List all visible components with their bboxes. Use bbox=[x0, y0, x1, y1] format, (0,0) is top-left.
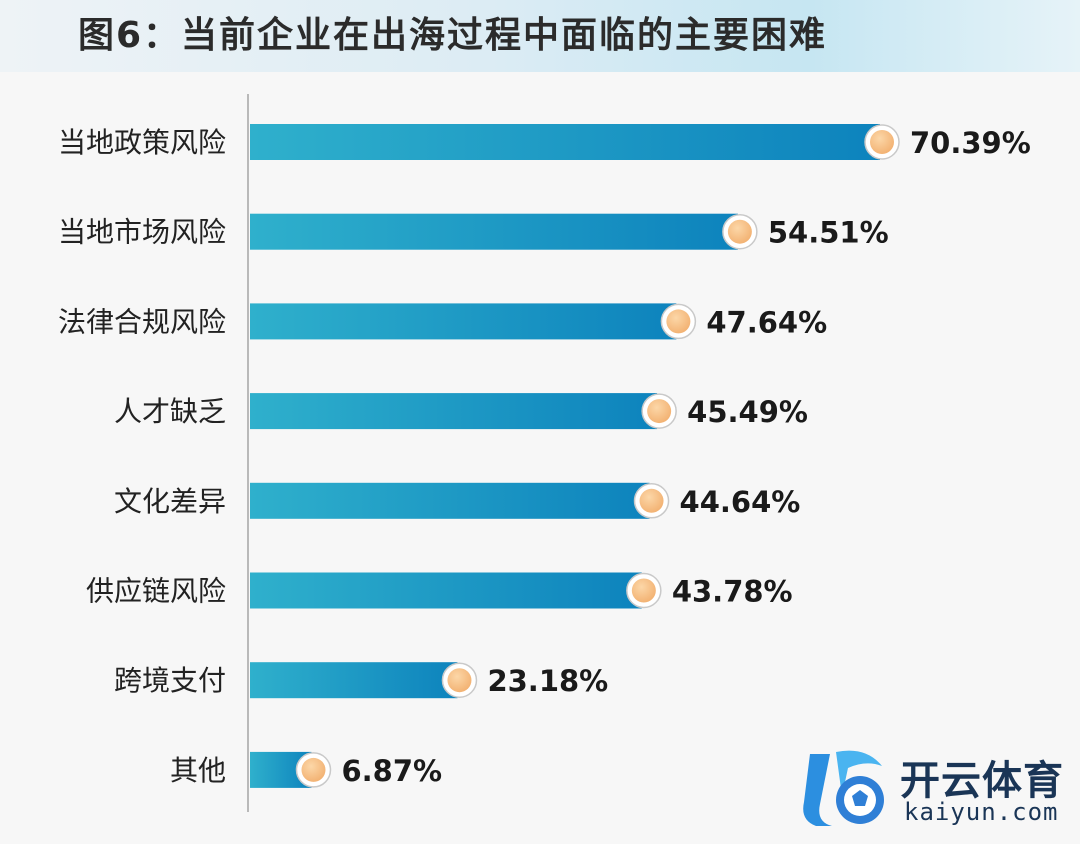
bar bbox=[250, 662, 458, 699]
category-label: 文化差异 bbox=[114, 485, 226, 518]
value-label: 43.78% bbox=[672, 575, 793, 609]
bar bbox=[250, 393, 658, 430]
value-label: 6.87% bbox=[341, 754, 442, 788]
chart-title: 图6：当前企业在出海过程中面临的主要困难 bbox=[78, 15, 828, 56]
value-label: 23.18% bbox=[487, 664, 608, 698]
bar bbox=[250, 572, 642, 609]
bar-end-marker bbox=[870, 130, 894, 154]
bar-end-marker bbox=[447, 668, 472, 693]
category-label: 法律合规风险 bbox=[58, 305, 226, 338]
bar-end-marker bbox=[631, 578, 656, 603]
category-label: 当地政策风险 bbox=[58, 126, 226, 159]
category-label: 供应链风险 bbox=[86, 575, 226, 608]
bar-end-marker bbox=[647, 399, 672, 424]
watermark-logo: 开云体育 kaiyun.com bbox=[796, 742, 1076, 838]
bar-end-marker bbox=[639, 488, 664, 513]
category-label: 其他 bbox=[170, 754, 226, 787]
bar-end-marker bbox=[727, 219, 752, 244]
bar bbox=[250, 482, 650, 519]
bar bbox=[250, 303, 677, 340]
watermark-brand-cn: 开云体育 bbox=[900, 758, 1064, 804]
bar bbox=[250, 213, 738, 250]
value-label: 47.64% bbox=[706, 305, 827, 339]
bar bbox=[250, 124, 880, 160]
bar-end-marker bbox=[301, 757, 326, 782]
value-label: 70.39% bbox=[910, 126, 1031, 160]
title-band bbox=[0, 0, 1080, 72]
category-label: 跨境支付 bbox=[114, 664, 226, 697]
value-label: 45.49% bbox=[687, 395, 808, 429]
category-label: 当地市场风险 bbox=[58, 216, 226, 249]
kaiyun-logo-icon bbox=[803, 750, 884, 826]
bar-chart: 当地政策风险 70.39% 当地市场风险 54.51% 法律合规风险 47.64% 人才缺乏… bbox=[58, 94, 1031, 812]
bar-end-marker bbox=[666, 309, 691, 334]
value-label: 44.64% bbox=[680, 485, 801, 519]
value-label: 54.51% bbox=[768, 216, 889, 250]
watermark-brand-en: kaiyun.com bbox=[904, 798, 1059, 826]
category-label: 人才缺乏 bbox=[114, 395, 226, 428]
